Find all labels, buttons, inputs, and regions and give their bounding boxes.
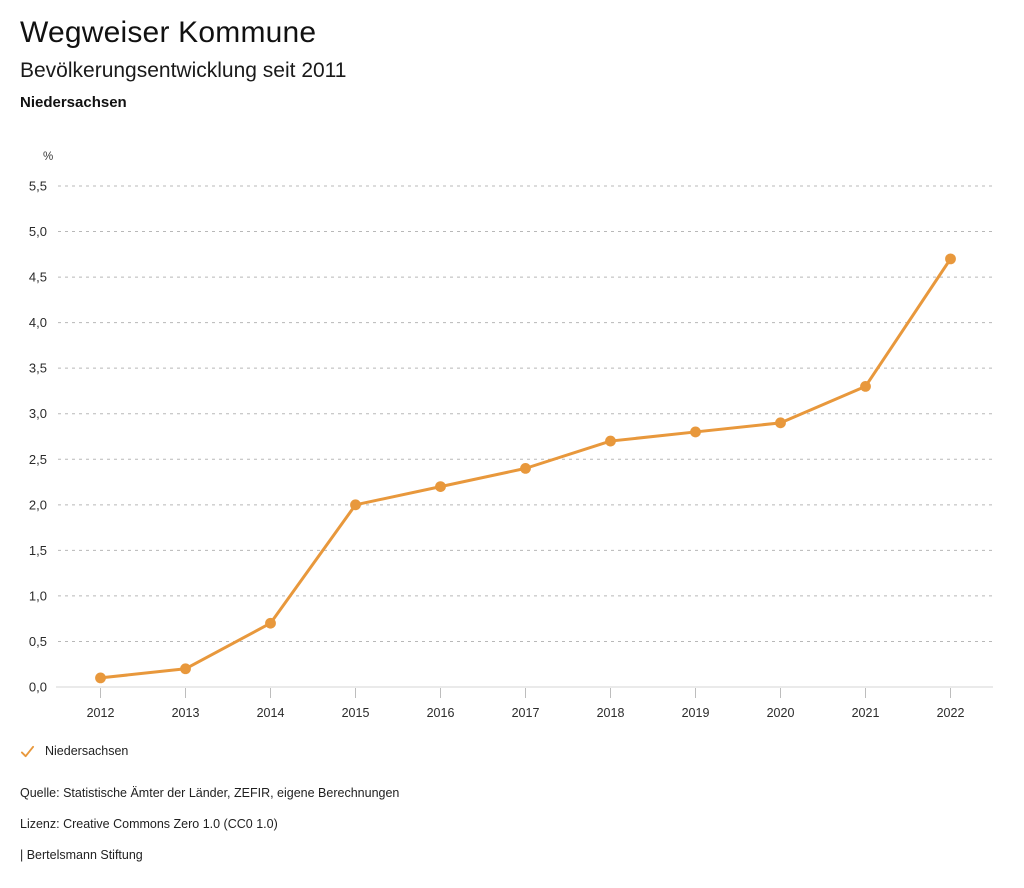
footer-line: | Bertelsmann Stiftung: [20, 848, 143, 862]
data-point-marker[interactable]: [435, 481, 446, 492]
y-tick-label: 0,5: [29, 634, 47, 649]
footer-line: Lizenz: Creative Commons Zero 1.0 (CC0 1…: [20, 817, 278, 831]
x-tick-label: 2015: [342, 706, 370, 720]
x-tick-label: 2014: [257, 706, 285, 720]
data-point-marker[interactable]: [775, 417, 786, 429]
x-tick-label: 2012: [87, 706, 115, 720]
y-tick-label: 3,5: [29, 361, 47, 376]
x-tick-label: 2016: [427, 706, 455, 720]
chart-canvas: % 0,0 0,5 1,0 1,5 2,0 2,5 3,0 3,5 4,0 4,5 5,0 5,5 2…: [29, 151, 993, 720]
y-tick-label: 5,5: [29, 179, 47, 194]
x-tick-label: 2021: [852, 706, 880, 720]
y-tick-label: 4,5: [29, 270, 47, 285]
data-point-marker[interactable]: [690, 426, 701, 438]
y-tick-label: 1,5: [29, 543, 47, 558]
data-point-marker[interactable]: [95, 672, 106, 684]
y-tick-label: 1,0: [29, 588, 47, 603]
data-point-marker[interactable]: [605, 435, 616, 447]
legend-item[interactable]: Niedersachsen: [20, 744, 128, 759]
y-tick-label: 2,5: [29, 452, 47, 467]
page-subtitle: Bevölkerungsentwicklung seit 2011: [20, 59, 347, 82]
x-tick-label: 2022: [937, 706, 965, 720]
x-tick-label: 2018: [597, 706, 625, 720]
footer-line: Quelle: Statistische Ämter der Länder, Z…: [20, 786, 400, 800]
data-point-marker[interactable]: [180, 663, 191, 675]
data-point-marker[interactable]: [520, 462, 531, 474]
y-tick-label: 5,0: [29, 224, 47, 239]
data-point-marker[interactable]: [945, 253, 956, 265]
chart-legend: Niedersachsen: [20, 744, 128, 759]
data-point-marker[interactable]: [350, 499, 361, 511]
gridlines: [56, 185, 993, 688]
y-tick-label: 0,0: [29, 680, 47, 695]
data-point-marker[interactable]: [860, 381, 871, 392]
x-tick-label: 2020: [767, 706, 795, 720]
y-axis-tick-labels: 0,0 0,5 1,0 1,5 2,0 2,5 3,0 3,5 4,0 4,5 5,0 5,5: [29, 179, 47, 695]
chart-header: Wegweiser Kommune Bevölkerungsentwicklun…: [20, 14, 1000, 114]
region-label: Niedersachsen: [20, 94, 127, 111]
x-tick-label: 2013: [172, 706, 200, 720]
x-tick-label: 2017: [512, 706, 540, 720]
x-axis-ticks: [100, 688, 951, 698]
check-icon: [20, 745, 35, 758]
line-chart: % 0,0 0,5 1,0 1,5 2,0 2,5 3,0 3,5 4,0 4,5 5,0 5,5 2…: [0, 140, 1024, 730]
y-tick-label: 2,0: [29, 497, 47, 512]
y-axis-unit: %: [43, 151, 53, 163]
x-tick-label: 2019: [682, 706, 710, 720]
y-tick-label: 4,0: [29, 315, 47, 330]
series-markers-niedersachsen: [95, 253, 956, 684]
page-title: Wegweiser Kommune: [20, 16, 317, 49]
x-axis-tick-labels: 2012 2013 2014 2015 2016 2017 2018 2019 2020 2021…: [87, 706, 965, 720]
chart-footer: Quelle: Statistische Ämter der Länder, Z…: [20, 785, 980, 863]
legend-item-label: Niedersachsen: [45, 744, 129, 758]
y-tick-label: 3,0: [29, 406, 47, 421]
data-point-marker[interactable]: [265, 617, 276, 629]
